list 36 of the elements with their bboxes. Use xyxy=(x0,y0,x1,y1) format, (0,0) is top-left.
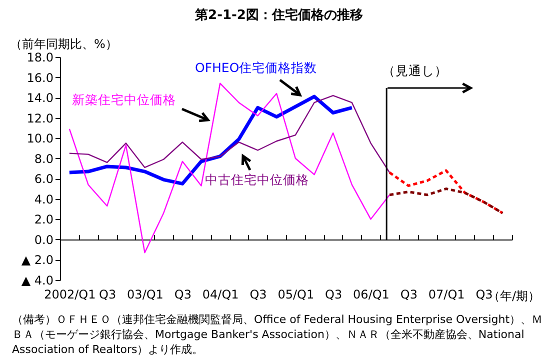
x-tick-label: 06/Q1 xyxy=(353,288,390,302)
text: （見通し） xyxy=(382,63,448,78)
text: （備考）ＯＦＨＥＯ（連邦住宅金融機関監督局、Office of Federal Housing Enterprise Oversight）、ＭＢＡ（モーゲージ銀行協会、Mortgage Banker's Association）、ＮＡＲ（全米不動産協会、National Association of Realtors）より作成。 xyxy=(12,312,544,357)
y-tick-label: 0.0 xyxy=(34,232,54,247)
line-series xyxy=(68,94,354,186)
x-tick-label: Q3 xyxy=(325,288,342,302)
series-label: 中古住宅中位価格 xyxy=(205,172,309,189)
y-axis-title: （前年同期比、%） xyxy=(10,36,118,52)
x-tick-label: 05/Q1 xyxy=(278,288,314,302)
x-tick-label: 07/Q1 xyxy=(428,288,465,302)
x-tick-label: Q3 xyxy=(174,288,192,302)
y-tick-label: 18.0 xyxy=(26,50,54,64)
series-label: OFHEO住宅価格指数 xyxy=(195,60,318,77)
x-tick-label: Q3 xyxy=(476,288,493,302)
y-tick-label: 10.0 xyxy=(26,132,54,146)
y-tick-label: 16.0 xyxy=(26,70,54,85)
y-tick-label: ▲ 2.0 xyxy=(21,253,54,268)
line-series xyxy=(388,188,504,214)
x-tick-label: 2002/Q1 xyxy=(44,288,96,302)
series-label: 新築住宅中位価格 xyxy=(72,92,176,109)
y-tick-label: 2.0 xyxy=(34,212,54,227)
x-tick-label: 03/Q1 xyxy=(127,288,164,302)
y-tick-label: 8.0 xyxy=(34,152,54,166)
line-series xyxy=(68,82,390,254)
y-tick-label: 4.0 xyxy=(34,192,54,206)
x-tick-label: Q3 xyxy=(250,288,267,302)
x-tick-label: Q3 xyxy=(99,288,116,302)
y-tick-label: 14.0 xyxy=(26,91,54,106)
y-tick-label: 12.0 xyxy=(26,111,54,126)
x-tick-label: Q3 xyxy=(400,288,418,302)
line-series xyxy=(388,169,504,214)
y-tick-label: 6.0 xyxy=(34,172,54,186)
x-tick-label: 04/Q1 xyxy=(202,288,239,302)
line-series xyxy=(68,94,390,174)
chart-title: 第2-1-2図：住宅価格の推移 xyxy=(194,6,364,24)
y-tick-label: ▲ 4.0 xyxy=(21,274,54,288)
